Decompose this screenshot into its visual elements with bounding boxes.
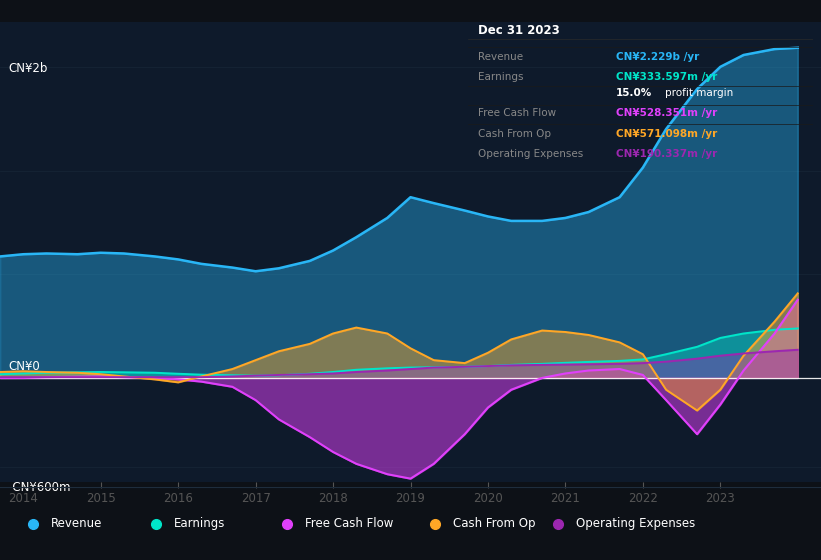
Text: Earnings: Earnings [174,517,226,530]
Text: profit margin: profit margin [664,88,733,98]
Text: CN¥333.597m /yr: CN¥333.597m /yr [617,72,718,82]
Text: 15.0%: 15.0% [617,88,653,98]
Text: Cash From Op: Cash From Op [453,517,535,530]
Text: Revenue: Revenue [51,517,103,530]
Text: CN¥2.229b /yr: CN¥2.229b /yr [617,52,699,62]
Text: CN¥528.351m /yr: CN¥528.351m /yr [617,108,718,118]
Text: CN¥571.098m /yr: CN¥571.098m /yr [617,128,718,138]
Text: Free Cash Flow: Free Cash Flow [479,108,557,118]
Text: CN¥2b: CN¥2b [8,62,48,75]
Text: Operating Expenses: Operating Expenses [576,517,695,530]
Text: Dec 31 2023: Dec 31 2023 [479,24,560,37]
Text: Cash From Op: Cash From Op [479,128,552,138]
Text: -CN¥600m: -CN¥600m [8,480,71,493]
Text: Revenue: Revenue [479,52,524,62]
Text: Free Cash Flow: Free Cash Flow [305,517,394,530]
Text: Operating Expenses: Operating Expenses [479,149,584,159]
Text: CN¥190.337m /yr: CN¥190.337m /yr [617,149,718,159]
Text: CN¥0: CN¥0 [8,360,40,374]
Text: Earnings: Earnings [479,72,524,82]
